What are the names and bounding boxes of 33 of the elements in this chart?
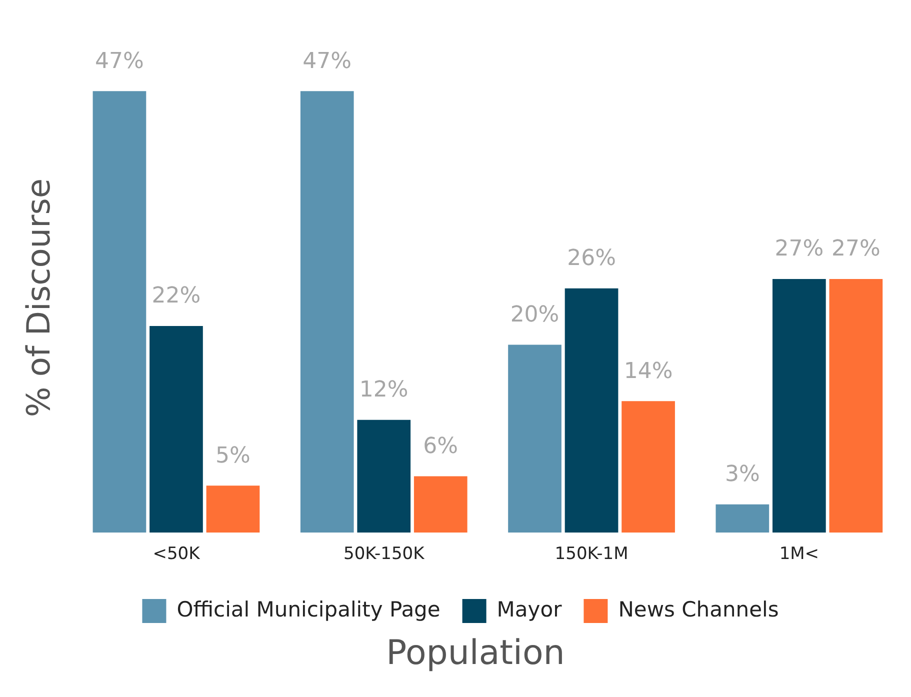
bar <box>772 279 826 533</box>
x-tick-label: 1M< <box>779 544 820 564</box>
data-label: 3% <box>724 462 760 488</box>
bar <box>414 476 468 533</box>
data-label: 12% <box>359 378 408 403</box>
data-label: 22% <box>152 284 201 309</box>
legend-label: News Channels <box>618 597 779 622</box>
legend-label: Mayor <box>496 597 562 622</box>
x-tick-label: <50K <box>152 544 201 564</box>
data-label: 47% <box>95 48 144 74</box>
bar <box>564 288 618 533</box>
bar <box>829 279 883 533</box>
y-axis-title: % of Discourse <box>20 178 58 418</box>
data-label: 47% <box>302 48 352 74</box>
bar <box>150 326 203 533</box>
bar <box>357 420 411 533</box>
data-label: 27% <box>774 236 824 262</box>
bar <box>716 504 770 533</box>
data-label: 14% <box>624 358 673 384</box>
x-tick-label: 50K-150K <box>344 544 426 564</box>
data-label: 5% <box>216 443 250 468</box>
bar <box>622 401 675 533</box>
bar <box>508 344 562 533</box>
legend-label: Official Municipality Page <box>176 597 440 622</box>
bar <box>206 486 260 533</box>
data-label: 26% <box>567 246 616 272</box>
x-tick-label: 150K-1M <box>554 544 628 564</box>
bar <box>92 91 146 533</box>
bar <box>300 91 354 533</box>
data-label: 20% <box>510 302 560 328</box>
data-label: 27% <box>831 236 880 262</box>
x-axis-title: Population <box>385 633 566 673</box>
data-label: 6% <box>423 434 458 459</box>
